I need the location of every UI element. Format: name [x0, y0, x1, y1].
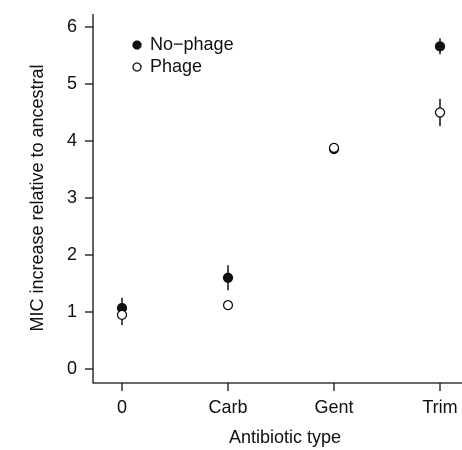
legend-marker	[132, 40, 142, 50]
point	[116, 309, 128, 321]
y-tick-label: 5	[67, 73, 77, 93]
y-tick-label: 4	[67, 130, 77, 150]
x-tick-label: Trim	[422, 397, 457, 417]
x-axis-label: Antibiotic type	[229, 427, 341, 447]
point	[222, 272, 234, 283]
y-tick-label: 3	[67, 187, 77, 207]
x-tick-label: Gent	[314, 397, 353, 417]
x-tick-label: Carb	[208, 397, 247, 417]
y-tick-label: 0	[67, 358, 77, 378]
y-tick-label: 1	[67, 301, 77, 321]
point	[328, 142, 340, 153]
y-tick-label: 2	[67, 244, 77, 264]
y-axis-label: MIC increase relative to ancestral	[27, 64, 47, 331]
y-tick-label: 6	[67, 16, 77, 36]
x-tick-label: 0	[117, 397, 127, 417]
point	[222, 300, 234, 311]
legend-label: Phage	[150, 56, 202, 76]
legend-label: No−phage	[150, 34, 234, 54]
axis-frame	[92, 14, 462, 384]
legend-marker	[132, 62, 142, 72]
point	[434, 41, 446, 52]
point	[434, 107, 446, 118]
